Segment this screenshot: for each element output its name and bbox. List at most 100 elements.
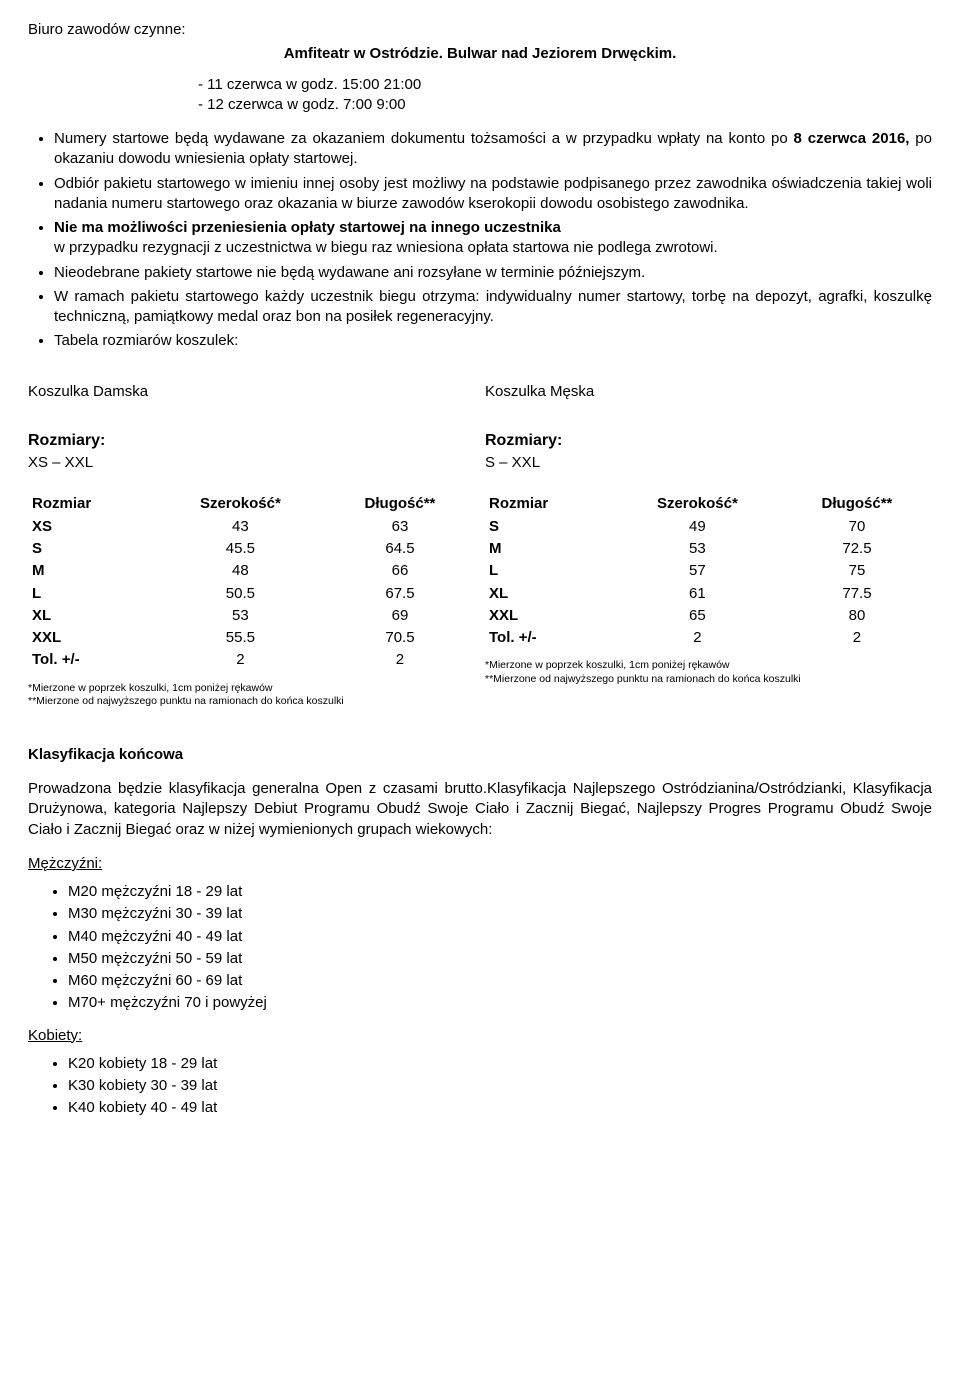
cell: Tol. +/- (28, 649, 156, 671)
table-header-row: Rozmiar Szerokość* Długość** (28, 492, 475, 516)
info-bullet-list: Numery startowe będą wydawane za okazani… (54, 129, 932, 352)
bold-date: 8 czerwca 2016, (794, 130, 910, 147)
age-item: M40 mężczyźni 40 - 49 lat (68, 927, 932, 947)
bullet-item: Tabela rozmiarów koszulek: (54, 331, 932, 351)
table-row: XL5369 (28, 605, 475, 627)
cell: 77.5 (782, 583, 932, 605)
table-row: XXL6580 (485, 605, 932, 627)
time-line-2: - 12 czerwca w godz. 7:00 9:00 (198, 95, 932, 115)
cell: 48 (156, 560, 325, 582)
age-item: M50 mężczyźni 50 - 59 lat (68, 949, 932, 969)
meska-title: Koszulka Męska (485, 382, 932, 402)
cell: 66 (325, 560, 475, 582)
cell: 55.5 (156, 627, 325, 649)
size-tables-row: Koszulka Damska Rozmiary: XS – XXL Rozmi… (28, 382, 932, 709)
cell: 61 (613, 583, 782, 605)
table-row: Tol. +/-22 (485, 627, 932, 649)
cell: 69 (325, 605, 475, 627)
cell: XL (28, 605, 156, 627)
bullet-item: Nie ma możliwości przeniesienia opłaty s… (54, 218, 932, 259)
age-item: M30 mężczyźni 30 - 39 lat (68, 904, 932, 924)
col-szerokosc: Szerokość* (613, 492, 782, 516)
table-row: M5372.5 (485, 538, 932, 560)
cell: 57 (613, 560, 782, 582)
damska-footnotes: *Mierzone w poprzek koszulki, 1cm poniże… (28, 682, 475, 709)
table-row: S45.564.5 (28, 538, 475, 560)
cell: 72.5 (782, 538, 932, 560)
klasyfikacja-heading: Klasyfikacja końcowa (28, 745, 932, 765)
age-item: K30 kobiety 30 - 39 lat (68, 1076, 932, 1096)
cell: 80 (782, 605, 932, 627)
rozmiary-label: Rozmiary: (485, 430, 932, 452)
table-row: XS4363 (28, 516, 475, 538)
table-row: XXL55.570.5 (28, 627, 475, 649)
rozmiary-range: XS – XXL (28, 453, 475, 473)
cell: XS (28, 516, 156, 538)
damska-size-table: Rozmiar Szerokość* Długość** XS4363 S45.… (28, 492, 475, 672)
cell: M (28, 560, 156, 582)
bold-line: Nie ma możliwości przeniesienia opłaty s… (54, 219, 561, 236)
cell: 63 (325, 516, 475, 538)
cell: S (28, 538, 156, 560)
klasyfikacja-paragraph: Prowadzona będzie klasyfikacja generalna… (28, 779, 932, 840)
table-row: S4970 (485, 516, 932, 538)
text: Numery startowe będą wydawane za okazani… (54, 130, 794, 147)
cell: 67.5 (325, 583, 475, 605)
cell: 2 (613, 627, 782, 649)
table-row: Tol. +/-22 (28, 649, 475, 671)
cell: L (485, 560, 613, 582)
col-szerokosc: Szerokość* (156, 492, 325, 516)
cell: 50.5 (156, 583, 325, 605)
cell: 53 (613, 538, 782, 560)
cell: 70.5 (325, 627, 475, 649)
table-row: M4866 (28, 560, 475, 582)
mezczyzni-list: M20 mężczyźni 18 - 29 lat M30 mężczyźni … (68, 882, 932, 1014)
age-item: M70+ mężczyźni 70 i powyżej (68, 993, 932, 1013)
meska-column: Koszulka Męska Rozmiary: S – XXL Rozmiar… (485, 382, 932, 709)
col-dlugosc: Długość** (782, 492, 932, 516)
bullet-item: Numery startowe będą wydawane za okazani… (54, 129, 932, 170)
col-rozmiar: Rozmiar (28, 492, 156, 516)
age-item: M60 mężczyźni 60 - 69 lat (68, 971, 932, 991)
cell: 43 (156, 516, 325, 538)
table-header-row: Rozmiar Szerokość* Długość** (485, 492, 932, 516)
cell: 2 (782, 627, 932, 649)
footnote-1: *Mierzone w poprzek koszulki, 1cm poniże… (485, 659, 932, 673)
cell: XXL (485, 605, 613, 627)
venue-line: Amfiteatr w Ostródzie. Bulwar nad Jezior… (28, 44, 932, 64)
kobiety-label: Kobiety: (28, 1026, 932, 1046)
table-row: L5775 (485, 560, 932, 582)
col-rozmiar: Rozmiar (485, 492, 613, 516)
rozmiary-range: S – XXL (485, 453, 932, 473)
cell: 75 (782, 560, 932, 582)
cell: L (28, 583, 156, 605)
office-hours-label: Biuro zawodów czynne: (28, 20, 932, 40)
date-times: - 11 czerwca w godz. 15:00 21:00 - 12 cz… (198, 75, 932, 116)
kobiety-list: K20 kobiety 18 - 29 lat K30 kobiety 30 -… (68, 1054, 932, 1119)
col-dlugosc: Długość** (325, 492, 475, 516)
footnote-2: **Mierzone od najwyższego punktu na rami… (28, 695, 475, 709)
age-item: K40 kobiety 40 - 49 lat (68, 1098, 932, 1118)
cell: 64.5 (325, 538, 475, 560)
cell: 2 (325, 649, 475, 671)
footnote-1: *Mierzone w poprzek koszulki, 1cm poniże… (28, 682, 475, 696)
mezczyzni-label: Mężczyźni: (28, 854, 932, 874)
age-item: M20 mężczyźni 18 - 29 lat (68, 882, 932, 902)
table-row: XL6177.5 (485, 583, 932, 605)
cell: XXL (28, 627, 156, 649)
time-line-1: - 11 czerwca w godz. 15:00 21:00 (198, 75, 932, 95)
cell: S (485, 516, 613, 538)
age-item: K20 kobiety 18 - 29 lat (68, 1054, 932, 1074)
table-row: L50.567.5 (28, 583, 475, 605)
cell: 45.5 (156, 538, 325, 560)
meska-size-table: Rozmiar Szerokość* Długość** S4970 M5372… (485, 492, 932, 650)
cell: 65 (613, 605, 782, 627)
cell: 70 (782, 516, 932, 538)
bullet-item: W ramach pakietu startowego każdy uczest… (54, 287, 932, 328)
text: w przypadku rezygnacji z uczestnictwa w … (54, 239, 718, 256)
bullet-item: Odbiór pakietu startowego w imieniu inne… (54, 174, 932, 215)
bullet-item: Nieodebrane pakiety startowe nie będą wy… (54, 263, 932, 283)
damska-column: Koszulka Damska Rozmiary: XS – XXL Rozmi… (28, 382, 475, 709)
damska-title: Koszulka Damska (28, 382, 475, 402)
footnote-2: **Mierzone od najwyższego punktu na rami… (485, 673, 932, 687)
